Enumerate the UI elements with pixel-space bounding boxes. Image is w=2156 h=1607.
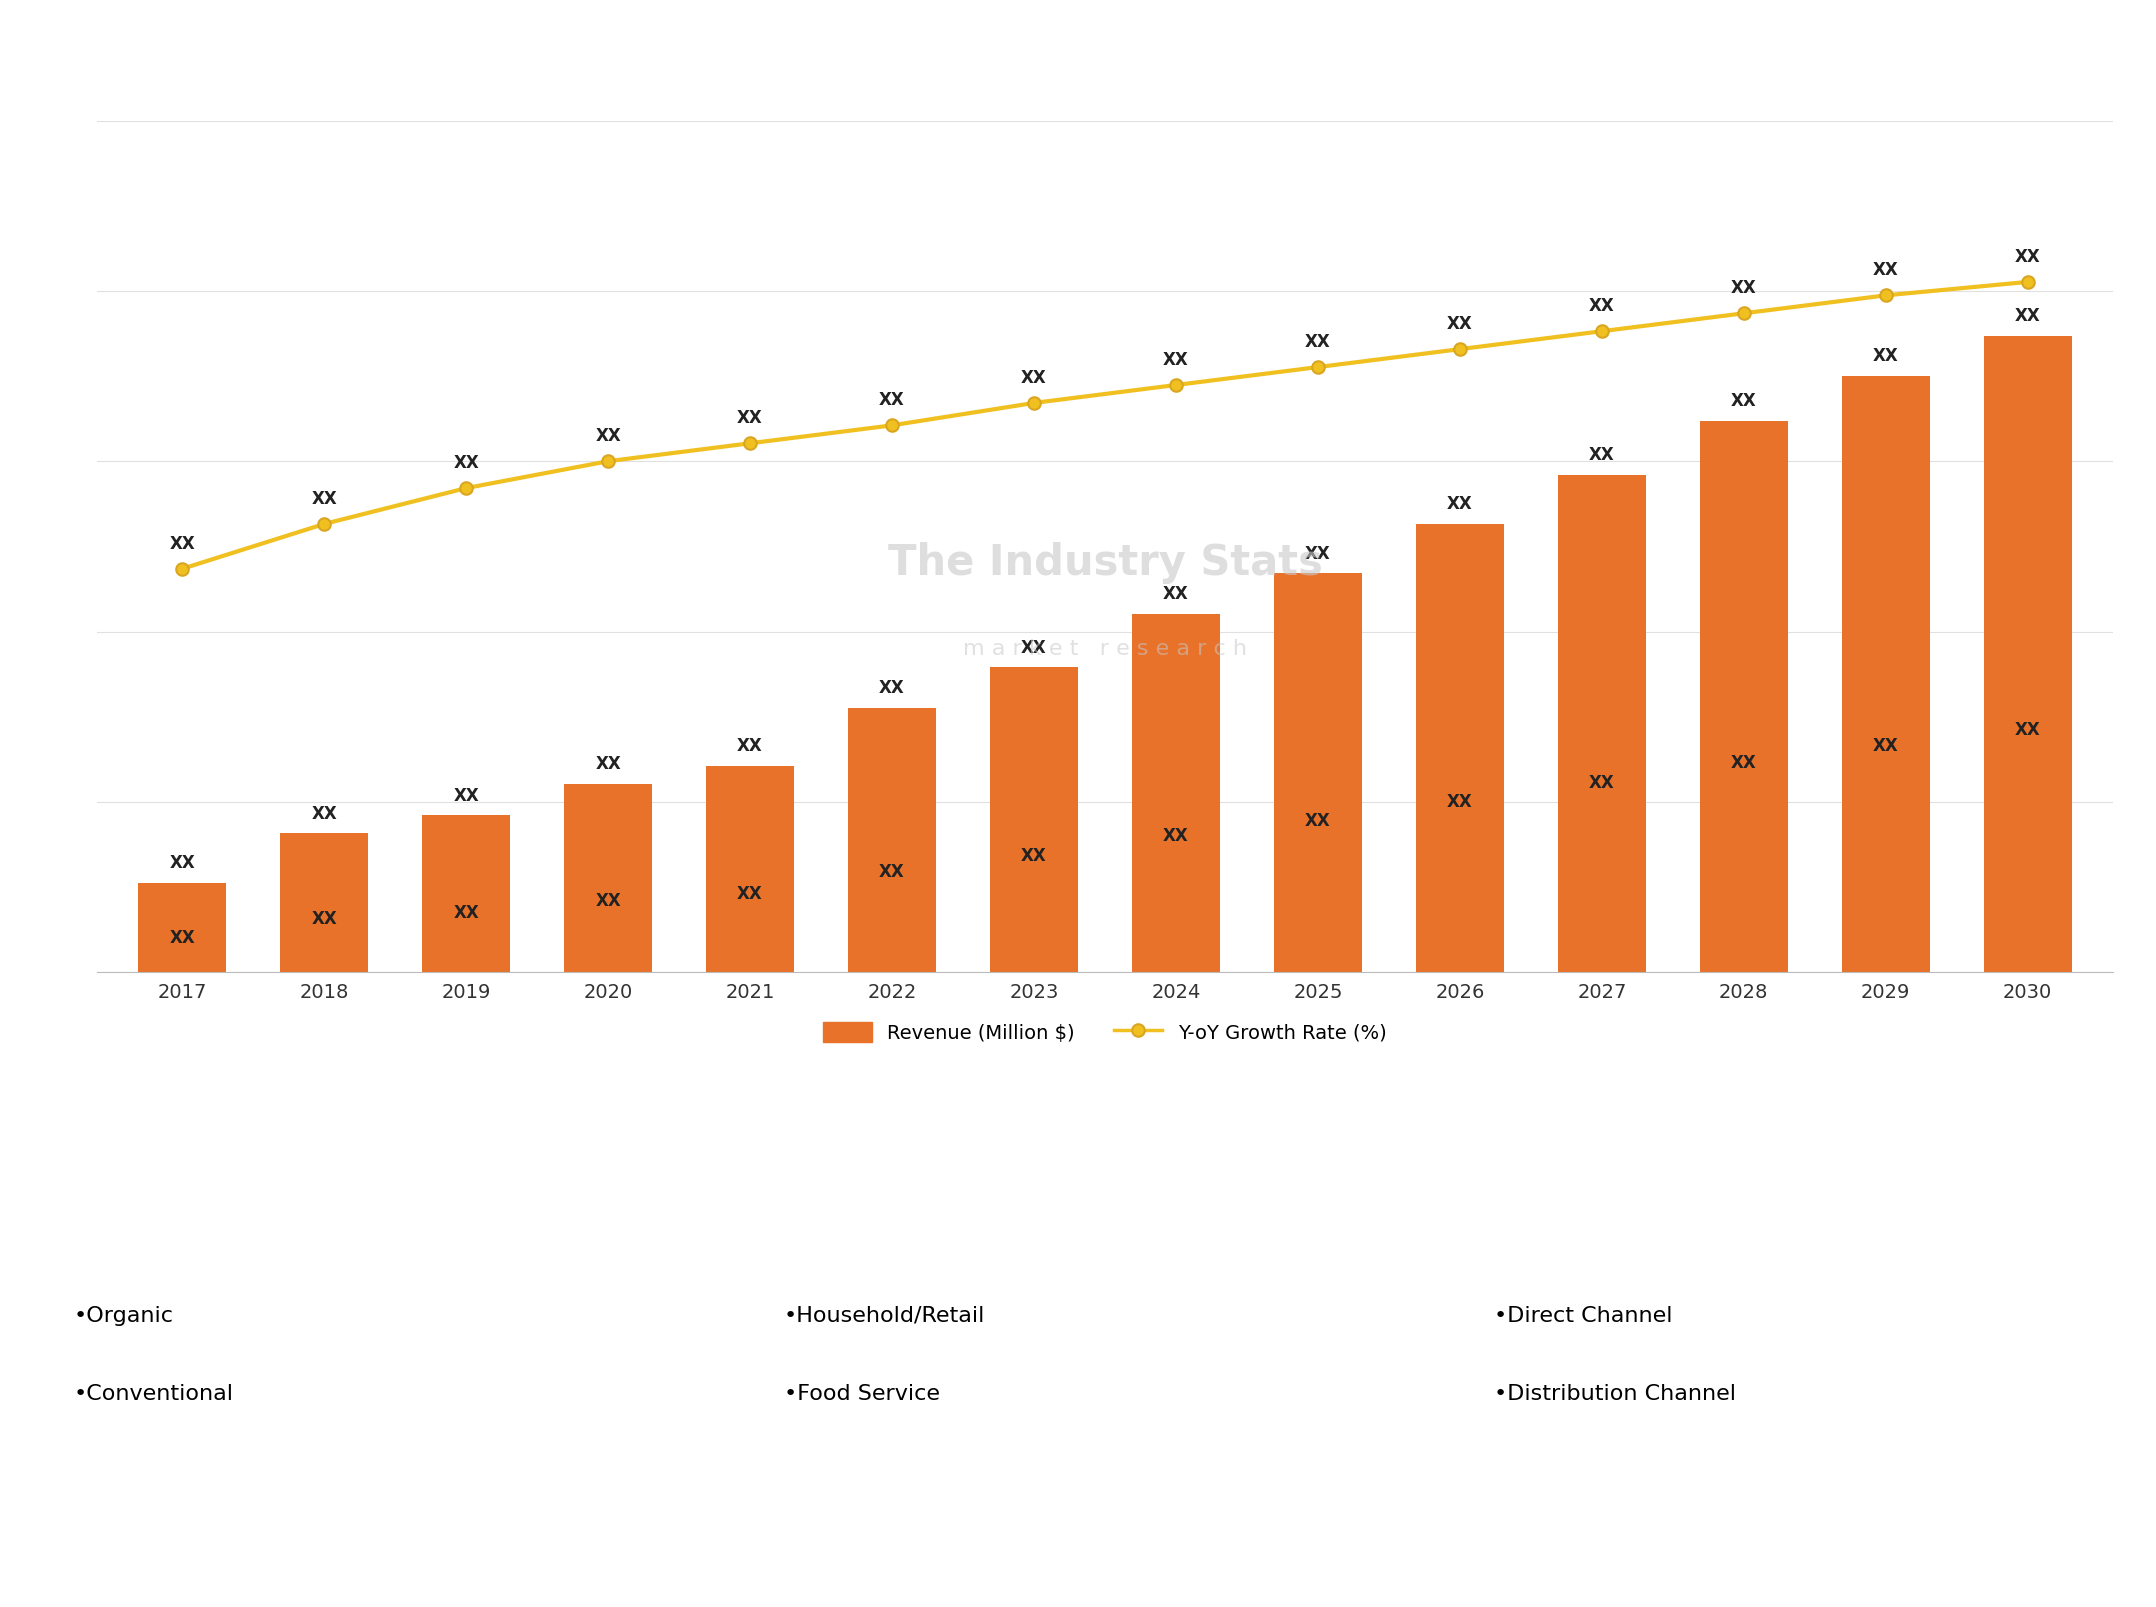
Bar	[990, 667, 1078, 972]
Text: •Direct Channel

•Distribution Channel: •Direct Channel •Distribution Channel	[1494, 1306, 1736, 1405]
Bar	[280, 834, 369, 972]
Text: XX: XX	[1162, 350, 1188, 370]
Text: XX: XX	[170, 929, 194, 947]
Text: XX: XX	[310, 805, 336, 823]
Text: XX: XX	[1447, 315, 1473, 333]
Bar	[565, 784, 651, 972]
Text: XX: XX	[1304, 812, 1330, 829]
Text: XX: XX	[1589, 775, 1615, 792]
Text: Email: sales@theindustrystats.com: Email: sales@theindustrystats.com	[901, 1565, 1255, 1585]
Text: XX: XX	[1162, 828, 1188, 845]
Text: XX: XX	[595, 755, 621, 773]
Bar	[1984, 336, 2072, 972]
Text: XX: XX	[1731, 280, 1757, 297]
Text: Source: Theindustrystats Analysis: Source: Theindustrystats Analysis	[22, 1565, 367, 1585]
Text: XX: XX	[453, 786, 479, 805]
Text: XX: XX	[310, 490, 336, 508]
Text: XX: XX	[2016, 722, 2040, 739]
Text: XX: XX	[310, 911, 336, 929]
Legend: Revenue (Million $), Y-oY Growth Rate (%): Revenue (Million $), Y-oY Growth Rate (%…	[815, 1014, 1395, 1051]
Bar	[1559, 474, 1645, 972]
Text: XX: XX	[1022, 638, 1048, 657]
Text: m a r k e t   r e s e a r c h: m a r k e t r e s e a r c h	[964, 638, 1246, 659]
Text: XX: XX	[880, 680, 906, 697]
Text: XX: XX	[880, 863, 906, 881]
Text: XX: XX	[737, 885, 763, 903]
Text: Fig. Global Freeze Dried Fruits & Vegetables Market Status and Outlook: Fig. Global Freeze Dried Fruits & Vegeta…	[26, 47, 1151, 74]
Text: XX: XX	[2016, 247, 2040, 265]
Text: Website: www.theindustrystats.com: Website: www.theindustrystats.com	[1766, 1565, 2134, 1585]
Text: XX: XX	[453, 903, 479, 922]
Text: XX: XX	[737, 738, 763, 755]
Text: XX: XX	[595, 427, 621, 445]
Bar	[1132, 614, 1220, 972]
Bar	[1841, 376, 1930, 972]
Text: XX: XX	[453, 453, 479, 472]
Text: XX: XX	[1874, 262, 1899, 280]
Bar	[705, 767, 793, 972]
Text: XX: XX	[595, 892, 621, 910]
Text: XX: XX	[1022, 847, 1048, 866]
Text: XX: XX	[1874, 736, 1899, 755]
Text: XX: XX	[2016, 307, 2040, 325]
Text: XX: XX	[737, 410, 763, 427]
Text: XX: XX	[1731, 392, 1757, 410]
Text: XX: XX	[1589, 297, 1615, 315]
Bar	[1274, 574, 1363, 972]
Text: •Organic

•Conventional: •Organic •Conventional	[73, 1306, 233, 1405]
Text: XX: XX	[170, 853, 194, 873]
Bar	[423, 815, 511, 972]
Text: XX: XX	[1447, 792, 1473, 812]
Text: XX: XX	[1304, 333, 1330, 350]
Bar	[847, 707, 936, 972]
Text: XX: XX	[1447, 495, 1473, 513]
Text: XX: XX	[880, 391, 906, 410]
Text: The Industry Stats: The Industry Stats	[888, 543, 1322, 585]
Text: XX: XX	[1874, 347, 1899, 365]
Text: Application: Application	[1009, 1154, 1147, 1178]
Text: Sales Channels: Sales Channels	[1692, 1154, 1882, 1178]
Text: XX: XX	[1162, 585, 1188, 603]
Text: •Household/Retail

•Food Service: •Household/Retail •Food Service	[785, 1306, 985, 1405]
Bar	[1416, 524, 1505, 972]
Text: XX: XX	[1304, 545, 1330, 562]
Text: Product Types: Product Types	[280, 1154, 455, 1178]
Text: XX: XX	[1731, 754, 1757, 771]
Bar	[1699, 421, 1787, 972]
Text: XX: XX	[1022, 368, 1048, 387]
Bar	[138, 882, 226, 972]
Text: XX: XX	[1589, 445, 1615, 464]
Text: XX: XX	[170, 535, 194, 553]
